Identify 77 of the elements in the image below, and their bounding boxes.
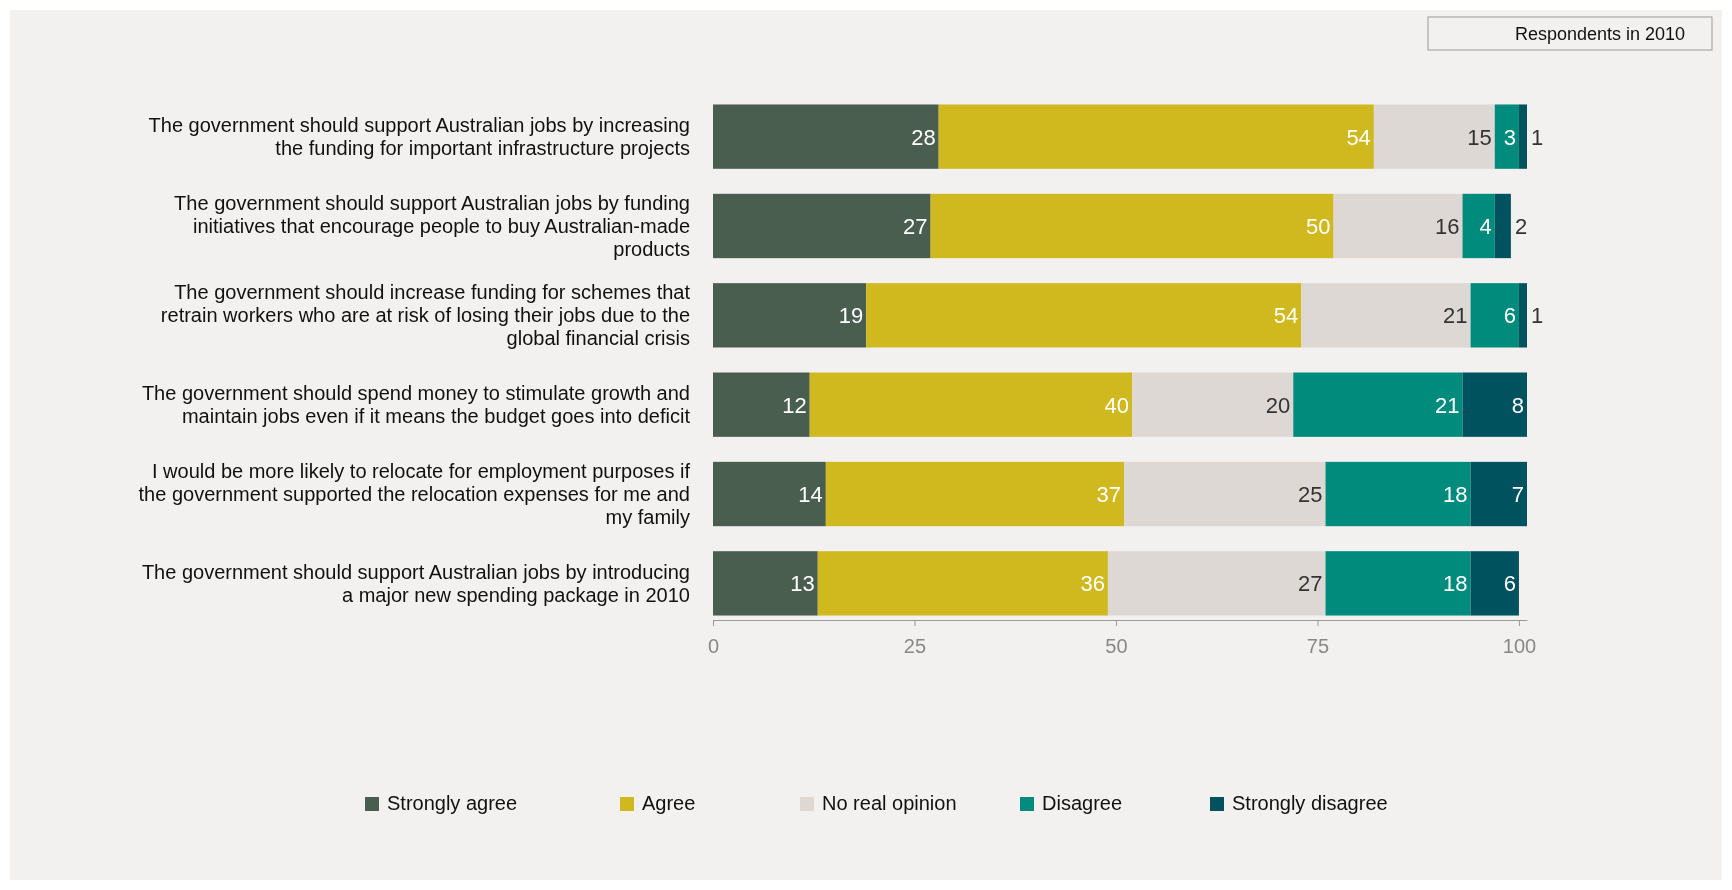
bar — [713, 461, 826, 527]
y-tick-label: The government should increase funding for schemes that retrain workers who are at risk of losing their jobs due to the global financial crisis — [160, 281, 691, 350]
bar — [713, 372, 810, 437]
bar — [1462, 193, 1495, 259]
bar — [1325, 551, 1471, 616]
bar — [1301, 283, 1471, 348]
x-tick-label: 25 — [903, 635, 927, 657]
data-label: 21 — [1443, 303, 1468, 329]
bar — [1124, 461, 1326, 527]
data-label: 21 — [1435, 392, 1460, 418]
legend-label: Disagree — [1042, 792, 1123, 814]
bar — [1462, 372, 1527, 437]
y-tick-label: I would be more likely to relocate for employment purposes if the government supported the relocation expenses for me and my family — [138, 460, 691, 529]
bar — [1494, 193, 1511, 259]
bar — [1293, 372, 1463, 437]
legend-label: No real opinion — [822, 792, 957, 814]
data-label: 15 — [1467, 124, 1492, 150]
bar — [1107, 551, 1326, 616]
data-label: 13 — [790, 571, 815, 597]
y-tick-label: The government should support Australian jobs by increasing the funding for important infrastructure projects — [148, 114, 690, 160]
bar — [713, 283, 867, 348]
text: Respondents in 2010 — [1514, 24, 1686, 44]
y-tick-label: The government should support Australian jobs by funding initiatives that encourage people to buy Australian-made products — [174, 191, 690, 260]
data-label: 18 — [1443, 482, 1468, 508]
data-label: 20 — [1265, 392, 1291, 418]
x-tick-label: 0 — [707, 635, 720, 657]
bar — [713, 104, 939, 169]
bar — [1132, 372, 1294, 437]
data-label: 54 — [1346, 124, 1371, 150]
bar — [866, 283, 1302, 348]
bar — [1470, 283, 1519, 348]
data-label: 6 — [1503, 303, 1516, 329]
data-label: 27 — [903, 213, 928, 239]
data-label: 4 — [1479, 213, 1492, 239]
bar — [713, 551, 818, 616]
bar — [825, 461, 1125, 527]
bar — [1470, 551, 1519, 616]
x-tick-label: 100 — [1502, 635, 1537, 657]
x-tick-label: 75 — [1306, 635, 1330, 657]
data-label: 8 — [1511, 392, 1524, 418]
legend-label: Strongly agree — [387, 792, 518, 814]
bar — [1470, 461, 1527, 527]
data-label: 27 — [1298, 571, 1323, 597]
bar — [1494, 104, 1519, 169]
legend-label: Agree — [642, 792, 696, 814]
y-tick-label: The government should spend money to stimulate growth and maintain jobs even if it means the budget goes into deficit — [141, 382, 691, 428]
x-tick-label: 50 — [1105, 635, 1128, 657]
data-label: 28 — [911, 124, 936, 150]
data-label: 2 — [1514, 213, 1528, 239]
legend-label: Strongly disagree — [1232, 792, 1388, 814]
data-label: 1 — [1531, 303, 1544, 329]
data-label: 18 — [1443, 571, 1468, 597]
bar — [938, 104, 1374, 169]
data-label: 1 — [1531, 124, 1544, 150]
data-label: 36 — [1080, 571, 1105, 597]
data-label: 54 — [1273, 303, 1299, 329]
bar — [1373, 104, 1495, 169]
bar — [817, 551, 1108, 616]
data-label: 19 — [838, 303, 864, 329]
y-tick-label: The government should support Australian jobs by introducing a major new spending package in 2010 — [141, 560, 690, 606]
data-label: 16 — [1435, 213, 1460, 239]
data-label: 3 — [1503, 124, 1516, 150]
data-label: 7 — [1511, 482, 1524, 508]
bar — [1333, 193, 1463, 259]
data-label: 14 — [798, 482, 823, 508]
data-label: 40 — [1104, 392, 1130, 418]
data-label: 12 — [782, 392, 807, 418]
bar — [1518, 283, 1527, 348]
bar — [1325, 461, 1471, 527]
data-label: 50 — [1306, 213, 1331, 239]
bar — [1518, 104, 1527, 169]
data-label: 6 — [1503, 571, 1516, 597]
bar — [713, 193, 931, 259]
bar — [809, 372, 1133, 437]
data-label: 25 — [1298, 482, 1323, 508]
data-label: 37 — [1096, 482, 1122, 508]
bar — [930, 193, 1334, 259]
